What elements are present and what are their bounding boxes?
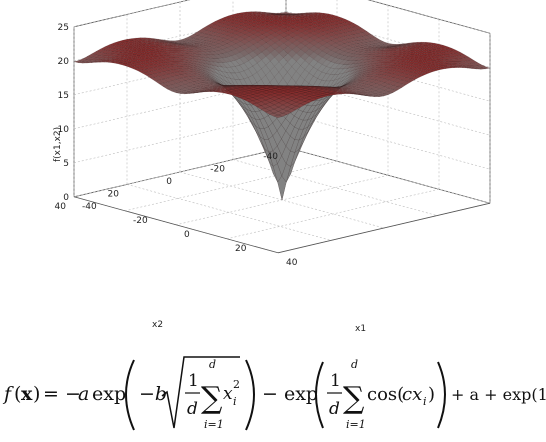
formula-one-1: 1 xyxy=(188,371,199,391)
frame-edge xyxy=(73,196,279,254)
tick-label: 40 xyxy=(286,258,298,268)
formula-exp1: exp xyxy=(92,383,126,405)
formula-cx-sub: i xyxy=(423,395,427,408)
front-frame xyxy=(73,196,491,254)
formula-x: x xyxy=(21,383,33,405)
formula-d-2: d xyxy=(329,399,340,419)
tick-label: 15 xyxy=(58,91,69,101)
tick-label: 0 xyxy=(63,193,69,203)
z-axis-label: f(x1,x2) xyxy=(53,127,63,162)
sum-bottom-1: i=1 xyxy=(204,418,224,431)
formula-a: a xyxy=(78,383,89,405)
frame-edge xyxy=(277,202,491,254)
sum-top-2: d xyxy=(351,358,358,371)
formula-cx: cx xyxy=(402,384,422,405)
formula-cos-close: ) xyxy=(428,384,435,405)
tick-label: 5 xyxy=(63,159,69,169)
tick-label: -20 xyxy=(210,165,225,175)
sqrt-sign xyxy=(161,356,240,429)
tick-label: 20 xyxy=(108,189,120,199)
formula-xi-sup: 2 xyxy=(233,378,240,391)
formula-paren-close: ) xyxy=(33,383,40,405)
big-paren-right-2 xyxy=(437,361,446,429)
tick-label: 10 xyxy=(58,125,70,135)
grid-line xyxy=(285,146,491,204)
formula-one-2: 1 xyxy=(330,371,341,391)
tick-label: 0 xyxy=(166,177,172,187)
formula-xi: x xyxy=(223,384,233,404)
sum-sign-2: ∑ xyxy=(343,381,365,416)
formula-paren-open: ( xyxy=(14,383,21,405)
formula-eq-minus: = − xyxy=(43,383,81,405)
grid-line xyxy=(226,188,440,240)
big-paren-right-1 xyxy=(245,359,255,431)
tick-label: -40 xyxy=(82,202,97,212)
formula-minus-b: −b xyxy=(139,383,167,405)
formula-plus-a: + a + exp(1) xyxy=(451,385,546,404)
surface xyxy=(73,11,491,201)
tick-labels: 0 5 10 15 20 25 -40 -20 0 20 40 -40 -20 0 20 40 xyxy=(55,23,298,268)
grid-line xyxy=(126,184,332,241)
big-paren-left-2 xyxy=(315,361,324,429)
formula-minus-exp: − exp xyxy=(262,383,318,405)
formula-xi-sub: i xyxy=(233,395,237,408)
tick-label: 40 xyxy=(55,202,67,212)
tick-label: 20 xyxy=(235,244,247,254)
ackley-formula: f ( x ) = − a exp −b 1 d d ∑ i=1 x 2 i −… xyxy=(2,356,546,431)
tick-label: -40 xyxy=(263,152,278,162)
y-axis-label: x2 xyxy=(152,320,163,330)
sum-bottom-2: i=1 xyxy=(346,418,366,431)
formula-f: f xyxy=(2,383,14,405)
grid-line xyxy=(232,159,438,216)
tick-label: -20 xyxy=(133,216,148,226)
tick-label: 0 xyxy=(184,230,190,240)
formula-d-1: d xyxy=(187,399,198,419)
big-paren-left-1 xyxy=(125,359,135,431)
tick-label: 25 xyxy=(58,23,69,33)
formula-cos: cos( xyxy=(367,384,404,405)
surface-patch xyxy=(273,114,283,118)
sum-top-1: d xyxy=(209,358,216,371)
x-axis-label: x1 xyxy=(355,324,366,334)
ackley-surface-plot: 0 5 10 15 20 25 -40 -20 0 20 40 -40 -20 0 20 40 f(x1,x2… xyxy=(53,0,491,334)
sum-sign-1: ∑ xyxy=(201,381,223,416)
tick-label: 20 xyxy=(58,57,70,67)
